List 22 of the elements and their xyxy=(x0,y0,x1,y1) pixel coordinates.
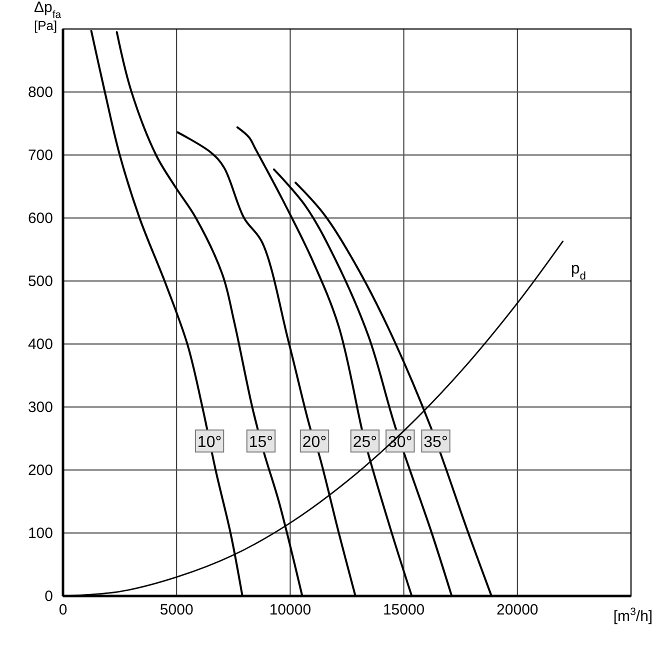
y-tick-label: 500 xyxy=(28,272,53,290)
y-tick-label: 400 xyxy=(28,336,53,353)
series-label: 10° xyxy=(197,434,222,452)
y-tick-label: 200 xyxy=(28,462,53,479)
y-tick-label: 700 xyxy=(28,146,53,164)
y-tick-label: 600 xyxy=(28,210,53,227)
x-tick-label: 5000 xyxy=(160,602,194,619)
x-tick-label: 10000 xyxy=(269,602,312,619)
series-label: 20° xyxy=(302,434,327,452)
series-label: p$_{d}$ xyxy=(570,260,586,282)
x-tick-label: 0 xyxy=(58,602,68,619)
y-tick-label: 800 xyxy=(28,84,53,101)
y-tick-label: 300 xyxy=(28,398,53,416)
x-axis-title: [m$^{3}$/h] xyxy=(613,606,653,625)
x-tick-label: 20000 xyxy=(496,602,538,619)
series-label: 35° xyxy=(424,434,448,452)
y-tick-label: 0 xyxy=(44,588,53,605)
y-axis-title: Δp$_{fa}$ [Pa] xyxy=(34,0,62,33)
series-label: 15° xyxy=(248,434,274,452)
y-tick-label: 100 xyxy=(28,524,53,542)
x-tick-label: 15000 xyxy=(382,602,425,619)
series-label: 25° xyxy=(352,434,378,452)
